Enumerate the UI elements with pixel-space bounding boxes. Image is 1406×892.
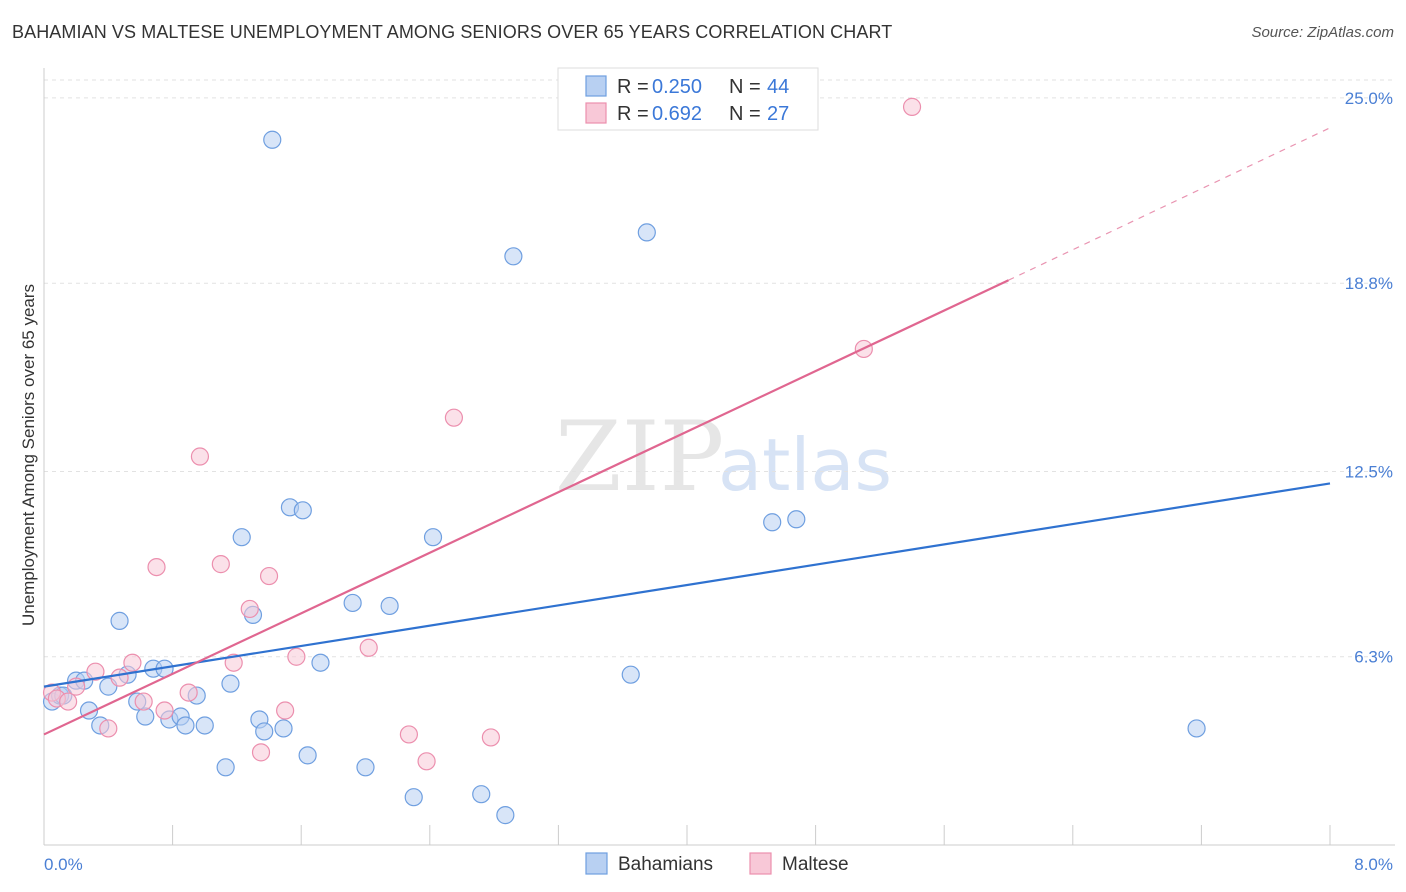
data-point-bahamians	[311, 653, 330, 672]
data-point-maltese	[444, 408, 464, 427]
x-tick-labels: 0.0% 8.0%	[44, 855, 1393, 874]
data-point-maltese	[399, 725, 419, 744]
bottom-legend-label-bahamians: Bahamians	[618, 854, 713, 875]
data-point-maltese	[99, 719, 118, 738]
data-point-maltese	[155, 701, 174, 720]
data-point-maltese	[276, 701, 295, 720]
data-point-bahamians	[232, 528, 251, 547]
data-points	[42, 97, 1206, 825]
data-point-maltese	[481, 728, 500, 747]
bottom-legend: Bahamians Maltese	[585, 852, 849, 875]
legend-n-label-bahamians: N =	[729, 76, 761, 98]
data-point-bahamians	[293, 501, 312, 520]
data-point-maltese	[190, 447, 210, 466]
legend-swatch-bahamians	[585, 75, 607, 97]
chart-title: BAHAMIAN VS MALTESE UNEMPLOYMENT AMONG S…	[12, 22, 893, 42]
bottom-legend-swatch-maltese	[749, 852, 772, 875]
data-point-bahamians	[195, 716, 214, 735]
chart-source: Source: ZipAtlas.com	[1251, 24, 1394, 41]
data-point-bahamians	[356, 758, 375, 777]
data-point-maltese	[287, 647, 306, 666]
data-point-maltese	[417, 752, 436, 771]
y-tick-label: 18.8%	[1345, 274, 1393, 293]
trend-line-bahamians	[43, 482, 1331, 688]
data-point-bahamians	[472, 785, 491, 804]
data-point-bahamians	[298, 746, 317, 765]
data-point-maltese	[224, 653, 243, 672]
legend-r-label-bahamians: R =	[617, 76, 649, 98]
trend-line-maltese	[43, 279, 1009, 736]
trend-lines	[43, 127, 1331, 736]
legend-r-value-maltese: 0.692	[652, 103, 702, 125]
data-point-bahamians	[496, 806, 515, 825]
data-point-maltese	[123, 653, 142, 672]
bottom-legend-swatch-bahamians	[585, 852, 608, 875]
data-point-bahamians	[787, 510, 806, 529]
data-point-bahamians	[263, 130, 282, 149]
legend-r-label-maltese: R =	[617, 103, 649, 125]
legend-n-value-maltese: 27	[767, 103, 789, 125]
legend-r-value-bahamians: 0.250	[652, 76, 702, 98]
data-point-bahamians	[255, 722, 274, 741]
axes	[43, 68, 1395, 846]
data-point-maltese	[211, 555, 230, 574]
legend: R = 0.250 N = 44 R = 0.692 N = 27	[557, 67, 819, 131]
y-tick-labels: 6.3% 12.5% 18.8% 25.0%	[1345, 89, 1393, 667]
watermark-zip: ZIP	[555, 401, 724, 513]
data-point-maltese	[251, 743, 271, 762]
data-point-bahamians	[1187, 719, 1206, 738]
bottom-legend-label-maltese: Maltese	[782, 854, 849, 875]
legend-n-label-maltese: N =	[729, 103, 761, 125]
data-point-maltese	[179, 683, 198, 702]
data-point-maltese	[134, 692, 153, 711]
data-point-maltese	[902, 97, 922, 116]
legend-swatch-maltese	[585, 102, 607, 124]
y-tick-label: 12.5%	[1345, 462, 1393, 481]
data-point-maltese	[259, 566, 279, 586]
data-point-bahamians	[423, 528, 443, 547]
data-point-maltese	[110, 668, 129, 687]
gridlines	[44, 79, 1395, 658]
watermark: ZIP atlas	[555, 401, 892, 513]
data-point-bahamians	[343, 593, 362, 613]
data-point-bahamians	[504, 247, 523, 266]
y-tick-label: 6.3%	[1354, 648, 1393, 667]
data-point-bahamians	[404, 788, 423, 807]
data-point-bahamians	[380, 596, 399, 616]
data-point-bahamians	[763, 513, 782, 532]
data-point-bahamians	[176, 716, 195, 735]
watermark-atlas: atlas	[718, 423, 892, 507]
data-point-maltese	[147, 557, 166, 577]
x-tick-label-max: 8.0%	[1354, 855, 1393, 874]
data-point-maltese	[240, 599, 259, 619]
trend-line-extension-maltese	[1008, 127, 1331, 281]
data-point-bahamians	[621, 665, 640, 684]
data-point-maltese	[359, 638, 378, 657]
x-tick-label-min: 0.0%	[44, 855, 83, 874]
data-point-bahamians	[216, 758, 235, 777]
data-point-bahamians	[136, 707, 155, 726]
legend-n-value-bahamians: 44	[767, 76, 789, 98]
data-point-bahamians	[110, 611, 129, 630]
data-point-maltese	[59, 692, 78, 711]
y-tick-label: 25.0%	[1345, 89, 1393, 108]
data-point-bahamians	[221, 674, 240, 693]
data-point-bahamians	[637, 223, 656, 242]
data-point-bahamians	[274, 719, 293, 738]
data-point-maltese	[86, 662, 105, 681]
